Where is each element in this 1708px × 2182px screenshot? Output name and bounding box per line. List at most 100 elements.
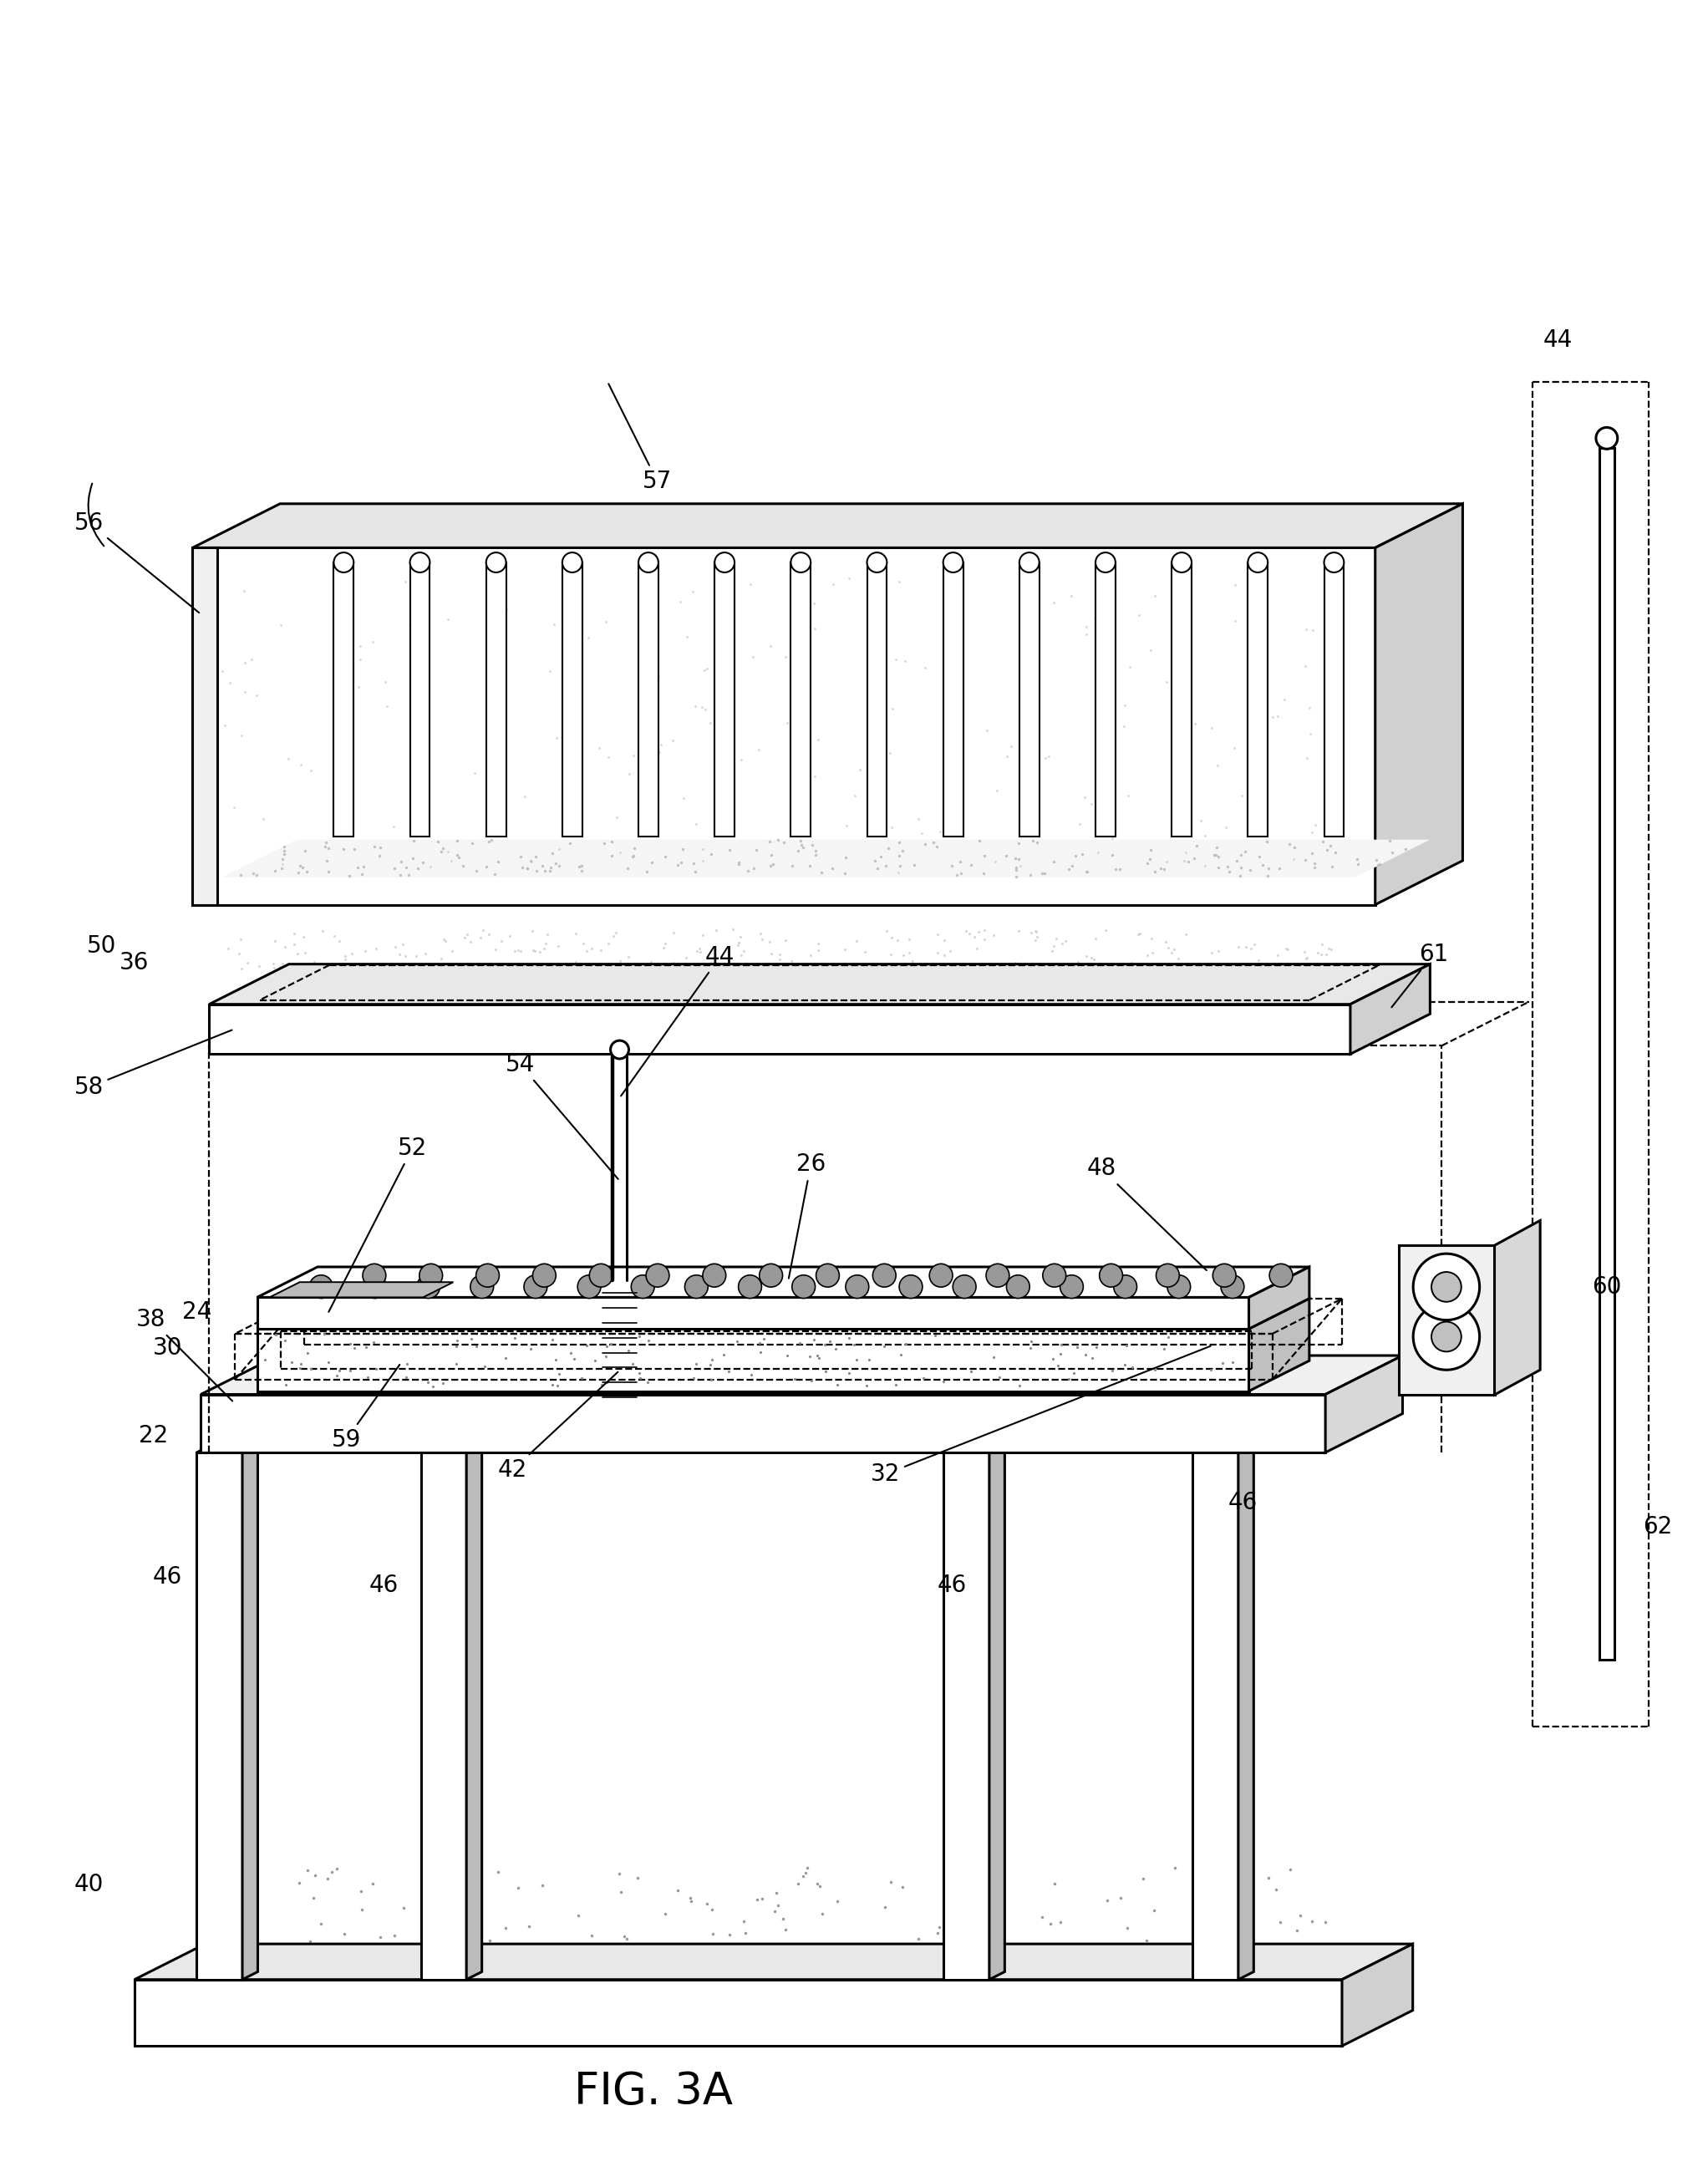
Text: 46: 46 [154, 1564, 183, 1588]
Text: 56: 56 [73, 511, 200, 613]
Circle shape [1167, 1274, 1190, 1298]
Text: 46: 46 [938, 1573, 967, 1597]
Circle shape [533, 1263, 555, 1287]
Polygon shape [943, 563, 963, 836]
Polygon shape [989, 1444, 1004, 1979]
Circle shape [1172, 552, 1192, 572]
Polygon shape [270, 1283, 453, 1298]
Polygon shape [1324, 563, 1344, 836]
Polygon shape [196, 1453, 243, 1979]
Circle shape [632, 1274, 654, 1298]
Circle shape [487, 552, 506, 572]
Circle shape [738, 1274, 762, 1298]
Circle shape [845, 1274, 869, 1298]
Circle shape [420, 1263, 442, 1287]
Polygon shape [1375, 504, 1462, 906]
Circle shape [1006, 1274, 1030, 1298]
Polygon shape [258, 1329, 1249, 1392]
Polygon shape [1342, 1944, 1413, 2047]
Text: 58: 58 [73, 1030, 232, 1100]
Circle shape [714, 552, 734, 572]
Polygon shape [222, 840, 1430, 877]
Text: 30: 30 [152, 1335, 183, 1359]
Polygon shape [193, 548, 1375, 906]
Circle shape [1324, 552, 1344, 572]
Circle shape [1020, 552, 1038, 572]
Polygon shape [193, 548, 217, 906]
Circle shape [362, 1263, 386, 1287]
Circle shape [1095, 552, 1115, 572]
Circle shape [589, 1263, 613, 1287]
Circle shape [524, 1274, 547, 1298]
Text: 59: 59 [331, 1364, 400, 1451]
Circle shape [477, 1263, 499, 1287]
Text: 44: 44 [622, 945, 734, 1095]
Polygon shape [410, 563, 430, 836]
Circle shape [791, 552, 811, 572]
Polygon shape [1325, 1355, 1402, 1453]
Circle shape [868, 552, 886, 572]
Polygon shape [1238, 1444, 1254, 1979]
Text: 46: 46 [369, 1573, 398, 1597]
Text: 24: 24 [183, 1300, 212, 1324]
Circle shape [333, 552, 354, 572]
Polygon shape [202, 1394, 1325, 1453]
Text: 38: 38 [137, 1307, 232, 1401]
Circle shape [1595, 428, 1617, 449]
Circle shape [470, 1274, 494, 1298]
Polygon shape [135, 1979, 1342, 2047]
Circle shape [309, 1274, 333, 1298]
Circle shape [577, 1274, 601, 1298]
Polygon shape [135, 1944, 1413, 1979]
Polygon shape [1599, 447, 1614, 1661]
Polygon shape [1249, 563, 1267, 836]
Circle shape [793, 1274, 815, 1298]
Circle shape [610, 1041, 629, 1058]
Polygon shape [943, 1444, 1004, 1453]
Text: 36: 36 [120, 951, 149, 975]
Polygon shape [258, 1268, 1310, 1298]
Polygon shape [868, 563, 886, 836]
Circle shape [1431, 1322, 1462, 1351]
Circle shape [898, 1274, 922, 1298]
Polygon shape [1399, 1246, 1494, 1394]
Polygon shape [333, 563, 354, 836]
Circle shape [639, 552, 658, 572]
Text: 62: 62 [1643, 1516, 1672, 1538]
Text: 32: 32 [871, 1346, 1211, 1486]
Text: 61: 61 [1392, 943, 1448, 1008]
Text: 26: 26 [789, 1152, 825, 1279]
Polygon shape [208, 964, 1430, 1004]
Polygon shape [562, 563, 582, 836]
Text: 46: 46 [1228, 1490, 1257, 1514]
Circle shape [364, 1274, 386, 1298]
Polygon shape [193, 504, 1462, 548]
Text: 22: 22 [138, 1425, 169, 1447]
Polygon shape [420, 1453, 466, 1979]
Circle shape [986, 1263, 1009, 1287]
Text: 48: 48 [1086, 1156, 1206, 1270]
Circle shape [1213, 1263, 1237, 1287]
Text: FIG. 3A: FIG. 3A [574, 2071, 733, 2114]
Text: 60: 60 [1592, 1274, 1621, 1298]
Circle shape [562, 552, 582, 572]
Polygon shape [1249, 1268, 1310, 1329]
Circle shape [646, 1263, 670, 1287]
Polygon shape [1172, 563, 1192, 836]
Circle shape [685, 1274, 709, 1298]
Polygon shape [208, 1004, 1351, 1054]
Circle shape [953, 1274, 975, 1298]
Text: 40: 40 [73, 1872, 104, 1896]
Polygon shape [639, 563, 658, 836]
Circle shape [1061, 1274, 1083, 1298]
Polygon shape [487, 563, 506, 836]
Text: 44: 44 [1542, 329, 1573, 351]
Circle shape [760, 1263, 782, 1287]
Polygon shape [1020, 563, 1038, 836]
Polygon shape [1192, 1453, 1238, 1979]
Polygon shape [196, 1444, 258, 1453]
Circle shape [1221, 1274, 1243, 1298]
Text: 50: 50 [87, 934, 116, 958]
Text: 52: 52 [328, 1137, 427, 1311]
Circle shape [1114, 1274, 1138, 1298]
